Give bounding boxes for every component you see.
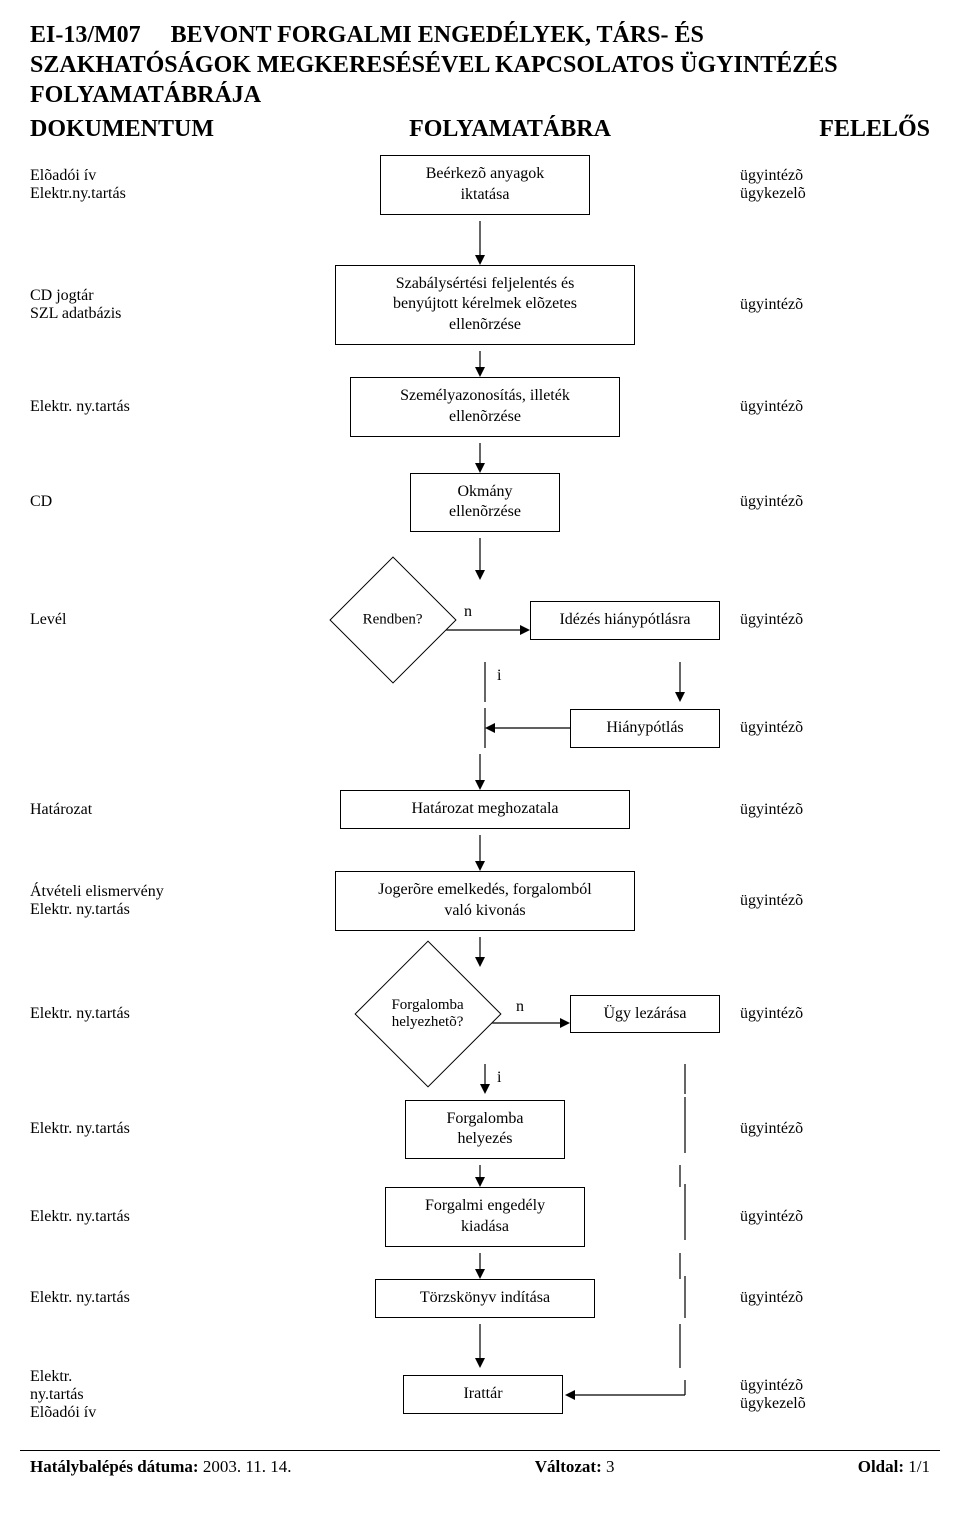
r5-right1: ügyintézõ [740, 801, 920, 819]
header-mid: FOLYAMATÁBRA [260, 116, 760, 143]
arrow-1-2 [30, 221, 930, 265]
dec1-left1: Levél [30, 611, 240, 629]
dec1b-sidebox: Hiánypótlás [570, 709, 720, 748]
r10-left3: Elõadói ív [30, 1404, 240, 1422]
r3-left1: Elektr. ny.tartás [30, 398, 240, 416]
title-line-2: SZAKHATÓSÁGOK MEGKERESÉSÉVEL KAPCSOLATOS… [30, 52, 838, 78]
r8-right1: ügyintézõ [740, 1208, 920, 1226]
r2-left2: SZL adatbázis [30, 305, 240, 323]
column-headers: DOKUMENTUM FOLYAMATÁBRA FELELŐS [30, 116, 930, 143]
dec2-diamond: Forgalombahelyezhetõ? [367, 967, 488, 1062]
doc-code: EI-13/M07 [30, 22, 141, 48]
page-footer: Hatálybalépés dátuma: 2003. 11. 14. Vált… [0, 1451, 960, 1497]
dec2-label: Forgalombahelyezhetõ? [373, 997, 483, 1031]
r3-box: Személyazonosítás, illetékellenõrzése [350, 377, 620, 437]
r10-left1: Elektr. [30, 1368, 240, 1386]
r5-box: Határozat meghozatala [340, 790, 630, 829]
r6-right1: ügyintézõ [740, 892, 920, 910]
dec2-n: n [516, 998, 524, 1016]
dec1-right1: ügyintézõ [740, 611, 920, 629]
dec2-sidebox: Ügy lezárása [570, 995, 720, 1034]
r6-box: Jogerõre emelkedés, forgalombólvaló kivo… [335, 871, 635, 931]
arrow-dec1-r5 [30, 754, 930, 790]
dec1-i-label: i [497, 667, 502, 684]
r1-right1: ügyintézõ [740, 167, 920, 185]
header-left: DOKUMENTUM [30, 116, 260, 143]
r9-box: Törzskönyv indítása [375, 1279, 595, 1318]
title-line-1: BEVONT FORGALMI ENGEDÉLYEK, TÁRS- ÉS [171, 22, 704, 48]
r9-left1: Elektr. ny.tartás [30, 1289, 240, 1307]
r1-box: Beérkezõ anyagokiktatása [380, 155, 590, 215]
arrow-7-8 [30, 1165, 930, 1187]
r7-right1: ügyintézõ [740, 1120, 920, 1138]
dec2-left1: Elektr. ny.tartás [30, 1005, 240, 1023]
arrow-4-dec1 [30, 538, 930, 580]
footer-left-label: Hatálybalépés dátuma: [30, 1457, 199, 1476]
r6-left1: Átvételi elismervény [30, 883, 240, 901]
header-right: FELELŐS [760, 116, 930, 143]
footer-right-label: Oldal: [858, 1457, 904, 1476]
dec1b-right1: ügyintézõ [740, 719, 920, 737]
r10-right1: ügyintézõ [740, 1377, 920, 1395]
footer-right-value: 1/1 [908, 1457, 930, 1476]
r6-left2: Elektr. ny.tartás [30, 901, 240, 919]
r3-right1: ügyintézõ [740, 398, 920, 416]
footer-mid-label: Változat: [535, 1457, 602, 1476]
dec1-n: n [464, 603, 472, 621]
r10-right2: ügykezelõ [740, 1395, 920, 1413]
dec1-diamond: Rendben? [353, 580, 432, 660]
arrow-2-3 [30, 351, 930, 377]
flowchart: Elõadói ív Elektr.ny.tartás Beérkezõ any… [30, 155, 930, 1422]
r8-left1: Elektr. ny.tartás [30, 1208, 240, 1226]
arrow-5-6 [30, 835, 930, 871]
r1-left1: Elõadói ív [30, 167, 240, 185]
r8-box: Forgalmi engedélykiadása [385, 1187, 585, 1247]
arrow-8-9 [30, 1253, 930, 1279]
r4-right1: ügyintézõ [740, 493, 920, 511]
arrow-3-4 [30, 443, 930, 473]
r2-box: Szabálysértési feljelentés ésbenyújtott … [335, 265, 635, 345]
r7-left1: Elektr. ny.tartás [30, 1120, 240, 1138]
dec1-sidebox: Idézés hiánypótlásra [530, 601, 720, 640]
r2-left1: CD jogtár [30, 287, 240, 305]
arrow-9-10 [30, 1324, 930, 1368]
footer-mid-value: 3 [606, 1457, 615, 1476]
r5-left1: Határozat [30, 801, 240, 819]
r2-right1: ügyintézõ [740, 296, 920, 314]
dec2-right1: ügyintézõ [740, 1005, 920, 1023]
r9-right1: ügyintézõ [740, 1289, 920, 1307]
r4-box: Okmányellenõrzése [410, 473, 560, 533]
arrow-6-dec2 [30, 937, 930, 967]
r1-right2: ügykezelõ [740, 185, 920, 203]
dec1-label: Rendben? [338, 612, 448, 629]
r10-box: Irattár [403, 1375, 563, 1414]
r10-left2: ny.tartás [30, 1386, 240, 1404]
title-line-3: FOLYAMATÁBRÁJA [30, 82, 261, 108]
svg-text:i: i [497, 1069, 502, 1086]
r7-box: Forgalombahelyezés [405, 1100, 565, 1160]
r1-left2: Elektr.ny.tartás [30, 185, 240, 203]
r4-left1: CD [30, 493, 240, 511]
footer-left-value: 2003. 11. 14. [203, 1457, 292, 1476]
